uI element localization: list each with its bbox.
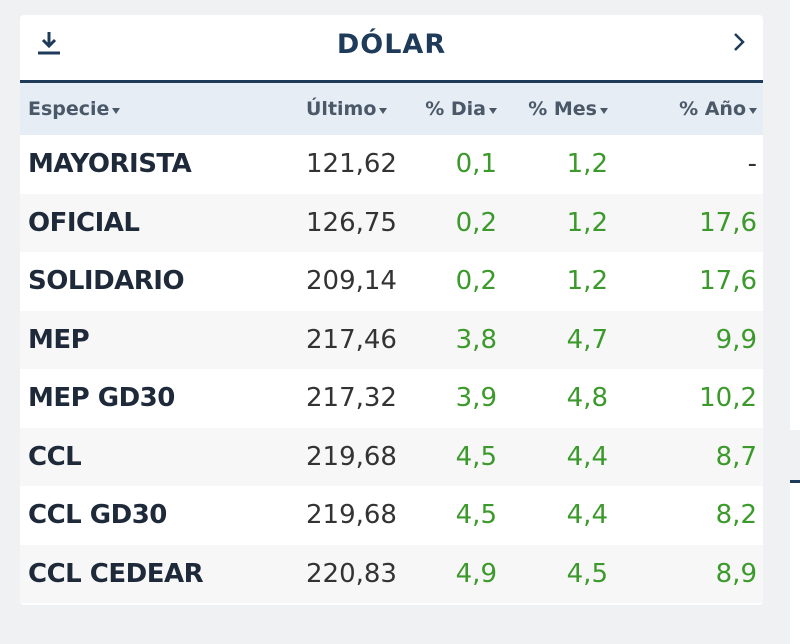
table-cell: 1,2 xyxy=(566,266,608,297)
table-cell: CCL xyxy=(28,441,82,472)
table-cell: MAYORISTA xyxy=(28,149,192,180)
table-cell: 217,46 xyxy=(306,324,397,355)
table-cell: OFICIAL xyxy=(28,207,140,238)
download-icon[interactable] xyxy=(36,29,62,59)
table-cell: 0,1 xyxy=(455,149,497,180)
column-header[interactable]: % Año xyxy=(679,83,757,135)
table-cell: CCL CEDEAR xyxy=(28,558,204,589)
table-cell: 4,7 xyxy=(566,324,608,355)
column-header[interactable]: Especie xyxy=(28,83,120,135)
table-cell: 10,2 xyxy=(699,383,757,414)
table-cell: 217,32 xyxy=(306,383,397,414)
table-cell: 4,5 xyxy=(566,558,608,589)
table-cell: 9,9 xyxy=(715,324,757,355)
table-row: MAYORISTA 121,62 0,1 1,2 - xyxy=(20,135,763,194)
column-header[interactable]: Último xyxy=(306,83,387,135)
header-row: Especie Último % Dia % Mes % Año xyxy=(20,83,763,135)
side-panel xyxy=(790,480,800,644)
table-cell: - xyxy=(747,149,757,180)
table-row: MEP 217,46 3,8 4,7 9,9 xyxy=(20,310,763,369)
table: Especie Último % Dia % Mes % Año MAYORISTA 121… xyxy=(20,83,763,603)
table-cell: SOLIDARIO xyxy=(28,266,185,297)
widget-title: DÓLAR xyxy=(336,29,447,60)
table-cell: 220,83 xyxy=(306,558,397,589)
table-row: CCL CEDEAR 220,83 4,9 4,5 8,9 xyxy=(20,544,763,603)
table-row: MEP GD30 217,32 3,9 4,8 10,2 xyxy=(20,369,763,428)
table-body: MAYORISTA 121,62 0,1 1,2 - OFICIAL 126,75 0,2 1,… xyxy=(20,135,763,603)
table-cell: MEP xyxy=(28,324,90,355)
table-cell: 4,4 xyxy=(566,441,608,472)
table-cell: 121,62 xyxy=(306,149,397,180)
table-cell: 0,2 xyxy=(455,207,497,238)
table-cell: 219,68 xyxy=(306,441,397,472)
table-cell: 4,5 xyxy=(455,441,497,472)
column-header[interactable]: % Mes xyxy=(528,83,608,135)
table-cell: 4,4 xyxy=(566,500,608,531)
table-cell: 8,9 xyxy=(715,558,757,589)
table-cell: 3,8 xyxy=(455,324,497,355)
dollar-widget: DÓLAR Especie Último% Dia% Mes% Año MAYORI… xyxy=(20,15,763,605)
side-panel xyxy=(790,0,800,430)
column-header[interactable]: % Dia xyxy=(425,83,497,135)
table-row: CCL GD30 219,68 4,5 4,4 8,2 xyxy=(20,486,763,545)
table-cell: 219,68 xyxy=(306,500,397,531)
table-cell: 4,5 xyxy=(455,500,497,531)
table-cell: 1,2 xyxy=(566,149,608,180)
table-cell: 17,6 xyxy=(699,266,757,297)
table-row: OFICIAL 126,75 0,2 1,2 17,6 xyxy=(20,193,763,252)
table-cell: 17,6 xyxy=(699,207,757,238)
table-cell: MEP GD30 xyxy=(28,383,175,414)
table-cell: 8,2 xyxy=(715,500,757,531)
table-row: SOLIDARIO 209,14 0,2 1,2 17,6 xyxy=(20,252,763,311)
table-cell: 0,2 xyxy=(455,266,497,297)
table-cell: 4,8 xyxy=(566,383,608,414)
table-cell: 8,7 xyxy=(715,441,757,472)
table-row: CCL 219,68 4,5 4,4 8,7 xyxy=(20,427,763,486)
table-cell: CCL GD30 xyxy=(28,500,167,531)
table-cell: 4,9 xyxy=(455,558,497,589)
next-icon[interactable] xyxy=(731,31,747,55)
title-bar: DÓLAR xyxy=(20,15,763,83)
table-cell: 209,14 xyxy=(306,266,397,297)
table-cell: 3,9 xyxy=(455,383,497,414)
table-cell: 126,75 xyxy=(306,207,397,238)
table-cell: 1,2 xyxy=(566,207,608,238)
